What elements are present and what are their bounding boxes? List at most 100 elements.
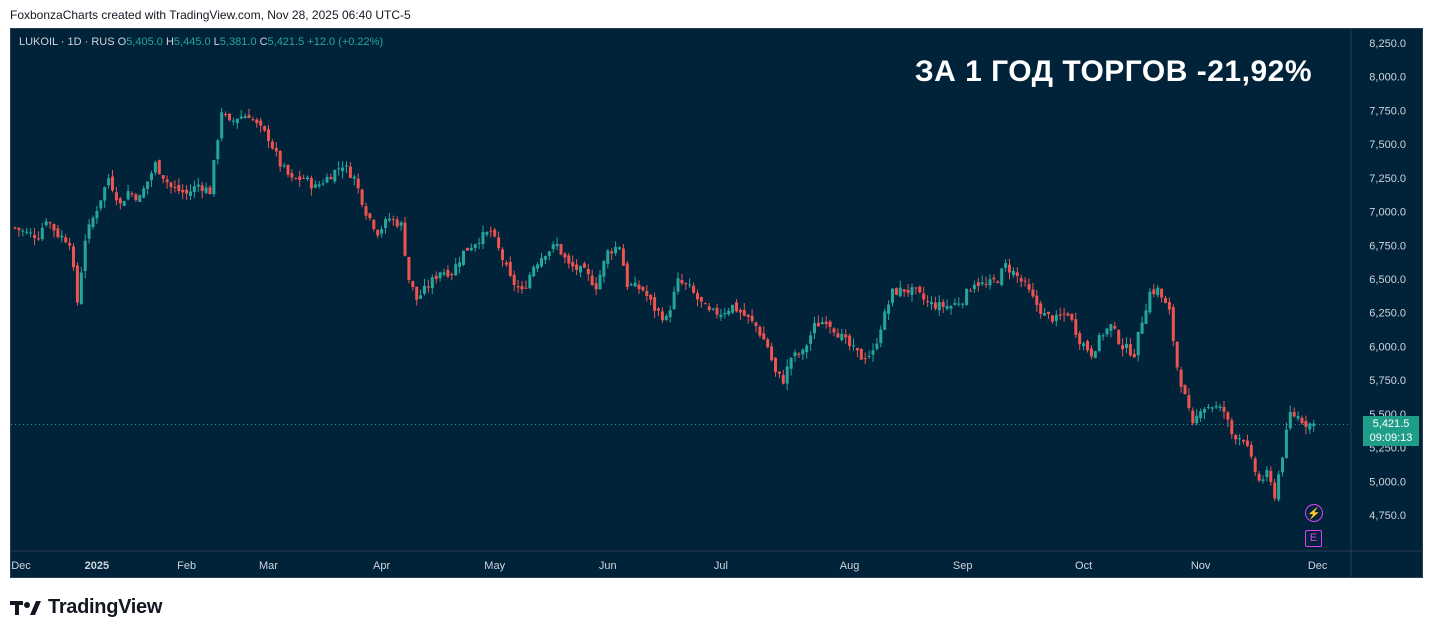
candle-body — [1015, 272, 1019, 277]
candle-body — [1035, 295, 1039, 306]
candle-body — [348, 166, 352, 178]
candle-body — [1070, 313, 1074, 320]
candle-body — [621, 248, 625, 266]
candle-body — [657, 308, 660, 311]
candle-body — [727, 310, 731, 315]
candle-body — [1121, 345, 1125, 350]
candle-body — [465, 247, 469, 251]
candle-body — [438, 272, 442, 279]
candle-body — [582, 263, 586, 268]
candle-body — [980, 282, 984, 285]
candle-body — [103, 187, 107, 201]
y-tick-label: 7,750.0 — [1369, 105, 1406, 117]
price-chart[interactable]: 8,250.0 8,000.0 7,750.0 7,500.0 7,250.0 7,000… — [11, 29, 1422, 577]
candle-body — [329, 177, 333, 180]
candle-body — [528, 274, 532, 289]
annotation-text[interactable]: ЗА 1 ГОД ТОРГОВ -21,92% — [914, 55, 1312, 88]
candle-body — [1195, 415, 1199, 424]
candle-body — [660, 311, 664, 321]
candle-body — [1167, 302, 1171, 310]
candle-body — [192, 186, 196, 193]
candle-body — [1300, 417, 1304, 424]
candle-body — [481, 232, 485, 245]
candle-body — [684, 283, 688, 285]
candle-body — [762, 333, 766, 340]
candle-body — [1128, 344, 1132, 356]
candle-body — [33, 234, 36, 239]
candle-body — [1148, 291, 1152, 313]
candle-body — [1152, 289, 1156, 295]
candle-body — [1011, 270, 1015, 276]
candle-body — [21, 230, 25, 232]
candle-body — [1050, 315, 1054, 322]
candle-body — [153, 162, 157, 173]
candle-body — [664, 316, 668, 320]
candle-body — [228, 113, 231, 121]
candle-body — [672, 291, 676, 309]
candle-body — [458, 262, 462, 267]
candle-body — [173, 187, 177, 189]
candle-body — [1214, 406, 1218, 408]
candle-body — [485, 232, 489, 235]
candle-body — [563, 253, 567, 258]
candle-body — [793, 352, 797, 357]
candle-body — [848, 335, 852, 347]
candle-body — [263, 126, 267, 131]
candle-body — [637, 284, 641, 290]
symbol-name[interactable]: LUKOIL · 1D · RUS — [19, 36, 115, 48]
candle-body — [130, 193, 134, 195]
candle-body — [992, 277, 996, 280]
candle-body — [844, 334, 848, 338]
tradingview-logo[interactable]: TradingView — [10, 596, 162, 619]
candle-body — [1093, 351, 1097, 359]
candle-body — [836, 333, 840, 338]
lightning-icon[interactable]: ⚡ — [1305, 504, 1323, 522]
candle-body — [282, 165, 286, 167]
candle-body — [1144, 310, 1148, 324]
candle-body — [699, 297, 703, 302]
candle-body — [114, 192, 118, 201]
chart-caption: FoxbonzaCharts created with TradingView.… — [10, 8, 411, 22]
candle-body — [450, 274, 454, 276]
candle-body — [157, 160, 161, 175]
candle-body — [805, 345, 809, 353]
candle-body — [165, 179, 169, 183]
open-label: O — [117, 36, 127, 48]
candle-body — [1004, 262, 1008, 268]
candle-body — [516, 286, 520, 288]
candle-body — [1008, 264, 1011, 273]
candle-body — [134, 194, 138, 200]
candle-body — [216, 140, 220, 160]
x-tick-label: Nov — [1191, 560, 1211, 572]
candle-body — [1222, 407, 1226, 412]
candle-body — [1164, 297, 1167, 304]
candle-body — [118, 198, 122, 204]
candle-body — [738, 310, 742, 313]
candle-body — [731, 304, 735, 313]
candle-body — [922, 293, 926, 300]
candle-body — [618, 247, 621, 250]
chart-panel[interactable]: 8,250.0 8,000.0 7,750.0 7,500.0 7,250.0 7,000… — [10, 28, 1423, 578]
candle-body — [707, 306, 711, 310]
candle-body — [25, 231, 29, 233]
close-value: 5,421.5 — [267, 36, 305, 48]
candle-body — [235, 118, 239, 124]
candle-body — [641, 286, 645, 291]
candle-body — [87, 224, 91, 239]
candle-body — [403, 222, 407, 256]
candle-body — [540, 258, 543, 267]
last-price-tag: 5,421.5 09:09:13 — [1363, 416, 1419, 447]
candle-body — [52, 224, 56, 231]
candle-body — [676, 278, 680, 292]
candle-body — [777, 371, 781, 374]
y-tick-label: 5,000.0 — [1369, 476, 1406, 488]
tradingview-logo-icon — [10, 600, 41, 615]
candle-body — [1265, 469, 1269, 478]
candle-body — [1086, 341, 1089, 351]
candle-body — [497, 237, 501, 249]
candle-body — [766, 339, 770, 348]
earnings-icon[interactable]: E — [1305, 530, 1322, 547]
candle-body — [99, 200, 103, 209]
candle-body — [972, 284, 976, 290]
candle-body — [512, 274, 516, 285]
